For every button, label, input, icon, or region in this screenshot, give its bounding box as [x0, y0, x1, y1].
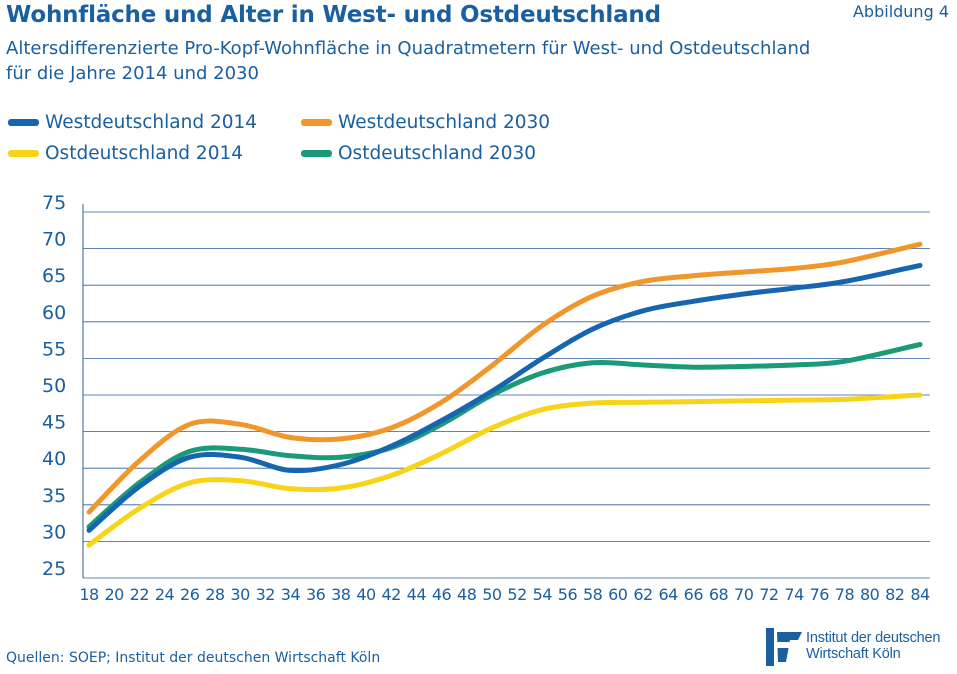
x-tick-label-24: 24 [155, 585, 175, 604]
y-tick-label-35: 35 [42, 485, 66, 507]
x-tick-label-60: 60 [608, 585, 628, 604]
x-tick-label-38: 38 [331, 585, 351, 604]
x-tick-label-52: 52 [507, 585, 526, 604]
legend-item-west-2030: Westdeutschland 2030 [301, 112, 550, 133]
x-tick-label-64: 64 [659, 585, 679, 604]
x-tick-label-68: 68 [709, 585, 729, 604]
legend-swatch-ost-2014 [8, 150, 39, 157]
x-tick-label-70: 70 [734, 585, 754, 604]
x-tick-label-74: 74 [784, 585, 804, 604]
x-tick-label-80: 80 [860, 585, 880, 604]
x-tick-label-36: 36 [306, 585, 326, 604]
legend-label-ost-2014: Ostdeutschland 2014 [45, 143, 243, 164]
series-line-ost-2030 [86, 342, 923, 530]
chart-subtitle: Altersdifferenzierte Pro-Kopf-Wohnfläche… [6, 36, 906, 86]
x-tick-label-78: 78 [835, 585, 855, 604]
x-tick-label-62: 62 [633, 585, 652, 604]
series-line-ost-2014 [86, 392, 923, 548]
x-tick-label-34: 34 [281, 585, 301, 604]
x-tick-label-58: 58 [583, 585, 603, 604]
y-tick-label-45: 45 [42, 412, 66, 434]
series-line-west-2014 [86, 262, 923, 533]
iw-logo-text: Institut der deutschen Wirtschaft Köln [806, 630, 940, 662]
legend-swatch-west-2014 [8, 119, 39, 126]
x-tick-label-84: 84 [910, 585, 930, 604]
x-tick-label-50: 50 [482, 585, 502, 604]
x-tick-label-42: 42 [382, 585, 401, 604]
x-tick-label-66: 66 [684, 585, 704, 604]
legend-label-west-2030: Westdeutschland 2030 [338, 112, 551, 133]
x-tick-label-76: 76 [810, 585, 830, 604]
x-tick-label-48: 48 [457, 585, 477, 604]
iw-logo-icon [766, 628, 802, 666]
y-tick-label-25: 25 [42, 558, 66, 580]
legend-swatch-ost-2030 [301, 150, 332, 157]
legend-label-ost-2030: Ostdeutschland 2030 [338, 143, 536, 164]
legend-item-ost-2014: Ostdeutschland 2014 [8, 143, 243, 164]
x-tick-label-82: 82 [885, 585, 904, 604]
y-tick-label-70: 70 [42, 229, 66, 251]
source-note: Quellen: SOEP; Institut der deutschen Wi… [6, 650, 381, 666]
x-tick-label-46: 46 [432, 585, 452, 604]
chart-legend: Westdeutschland 2014 Westdeutschland 203… [0, 108, 620, 172]
y-tick-label-50: 50 [42, 375, 66, 397]
x-tick-label-26: 26 [180, 585, 200, 604]
series-line-west-2030 [86, 241, 923, 515]
logo-line-1: Institut der deutschen [806, 630, 941, 646]
x-tick-label-28: 28 [205, 585, 225, 604]
x-tick-label-40: 40 [356, 585, 376, 604]
y-tick-label-60: 60 [42, 302, 66, 324]
y-tick-label-75: 75 [42, 192, 66, 214]
x-tick-label-22: 22 [130, 585, 149, 604]
x-tick-label-56: 56 [558, 585, 578, 604]
x-tick-label-32: 32 [256, 585, 275, 604]
figure-label: Abbildung 4 [852, 2, 949, 21]
x-tick-label-54: 54 [533, 585, 553, 604]
x-tick-label-44: 44 [407, 585, 427, 604]
legend-label-west-2014: Westdeutschland 2014 [45, 112, 258, 133]
y-tick-label-30: 30 [42, 521, 66, 543]
x-tick-label-30: 30 [230, 585, 250, 604]
line-chart: 25 30 35 40 45 50 55 60 65 70 75 18 20 22 24 26 28 30 32 34… [42, 192, 931, 604]
x-tick-label-18: 18 [79, 585, 99, 604]
x-tick-label-72: 72 [759, 585, 778, 604]
iw-logo: Institut der deutschen Wirtschaft Köln [764, 624, 956, 670]
y-tick-label-40: 40 [42, 448, 66, 470]
x-tick-label-20: 20 [105, 585, 125, 604]
legend-item-ost-2030: Ostdeutschland 2030 [301, 143, 536, 164]
logo-line-2: Wirtschaft Köln [806, 646, 901, 662]
subtitle-line-1: Altersdifferenzierte Pro-Kopf-Wohnfläche… [6, 38, 811, 59]
y-tick-label-55: 55 [42, 338, 66, 360]
legend-swatch-west-2030 [301, 119, 332, 126]
chart-title: Wohnfläche und Alter in West- und Ostdeu… [6, 2, 661, 28]
y-tick-label-65: 65 [42, 265, 66, 287]
legend-item-west-2014: Westdeutschland 2014 [8, 112, 257, 133]
subtitle-line-2: für die Jahre 2014 und 2030 [6, 63, 259, 84]
